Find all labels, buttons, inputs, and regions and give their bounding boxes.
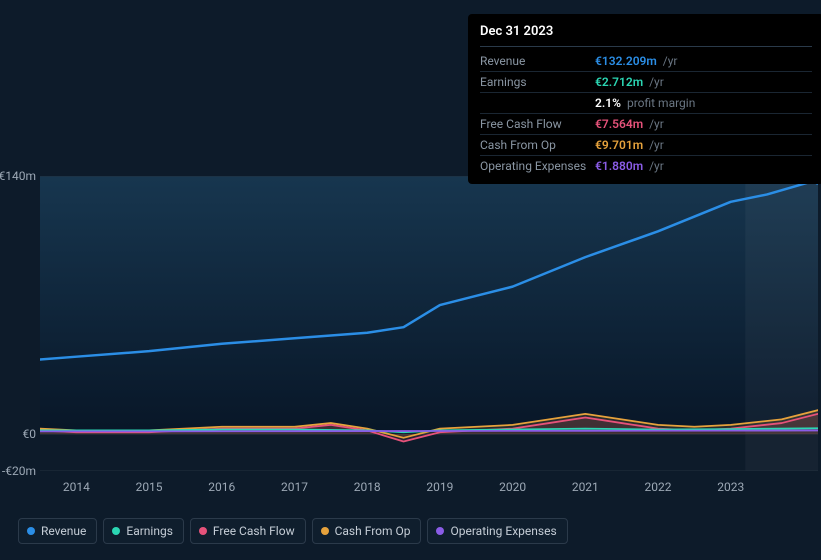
tooltip-row: Operating Expenses€1.880m /yr — [480, 156, 812, 176]
tooltip-row-label: Free Cash Flow — [480, 115, 595, 133]
y-axis-tick-label: €140m — [0, 169, 36, 183]
tooltip-row: Revenue€132.209m /yr — [480, 51, 812, 72]
chart-container: { "chart": { "type": "line", "background… — [0, 0, 821, 560]
tooltip-row-value: €1.880m /yr — [595, 157, 664, 175]
legend-item-cash_from_op[interactable]: Cash From Op — [312, 518, 422, 544]
legend-swatch-icon — [112, 527, 120, 535]
tooltip-row-value: 2.1% profit margin — [595, 94, 695, 112]
x-axis-tick-label: 2017 — [281, 480, 308, 494]
tooltip-row-label: Earnings — [480, 73, 595, 91]
legend-item-earnings[interactable]: Earnings — [103, 518, 184, 544]
y-axis-tick-label: -€20m — [2, 464, 36, 478]
x-axis-tick-label: 2015 — [136, 480, 163, 494]
tooltip-row: Cash From Op€9.701m /yr — [480, 135, 812, 156]
tooltip-row-label: Operating Expenses — [480, 157, 595, 175]
x-axis-tick-label: 2019 — [426, 480, 453, 494]
series-line-opex — [40, 430, 818, 431]
tooltip-panel: Dec 31 2023 Revenue€132.209m /yrEarnings… — [468, 14, 821, 184]
legend: Revenue Earnings Free Cash Flow Cash From O… — [18, 518, 568, 544]
legend-label: Cash From Op — [335, 524, 411, 538]
legend-label: Revenue — [41, 524, 86, 538]
legend-item-revenue[interactable]: Revenue — [18, 518, 97, 544]
legend-swatch-icon — [436, 527, 444, 535]
tooltip-row-value: €2.712m /yr — [595, 73, 664, 91]
legend-swatch-icon — [199, 527, 207, 535]
chart-plot-area[interactable] — [40, 176, 818, 471]
tooltip-row: Free Cash Flow€7.564m /yr — [480, 114, 812, 135]
legend-item-opex[interactable]: Operating Expenses — [427, 518, 567, 544]
legend-label: Operating Expenses — [450, 524, 556, 538]
tooltip-date: Dec 31 2023 — [480, 22, 812, 47]
legend-item-free_cash_flow[interactable]: Free Cash Flow — [190, 518, 306, 544]
tooltip-row-label: Revenue — [480, 52, 595, 70]
legend-swatch-icon — [27, 527, 35, 535]
x-axis-tick-label: 2021 — [572, 480, 599, 494]
x-axis-tick-label: 2023 — [717, 480, 744, 494]
tooltip-row-label: Cash From Op — [480, 136, 595, 154]
tooltip-row: 2.1% profit margin — [480, 93, 812, 114]
y-axis-tick-label: €0 — [23, 427, 37, 441]
x-axis-tick-label: 2014 — [63, 480, 90, 494]
x-axis-tick-label: 2016 — [208, 480, 235, 494]
tooltip-row-label — [480, 94, 595, 112]
legend-swatch-icon — [321, 527, 329, 535]
x-axis-tick-label: 2020 — [499, 480, 526, 494]
legend-label: Earnings — [126, 524, 173, 538]
tooltip-row-value: €9.701m /yr — [595, 136, 664, 154]
x-axis-tick-label: 2022 — [645, 480, 672, 494]
tooltip-row: Earnings€2.712m /yr — [480, 72, 812, 93]
tooltip-row-value: €7.564m /yr — [595, 115, 664, 133]
tooltip-row-value: €132.209m /yr — [595, 52, 678, 70]
legend-label: Free Cash Flow — [213, 524, 295, 538]
x-axis-tick-label: 2018 — [354, 480, 381, 494]
